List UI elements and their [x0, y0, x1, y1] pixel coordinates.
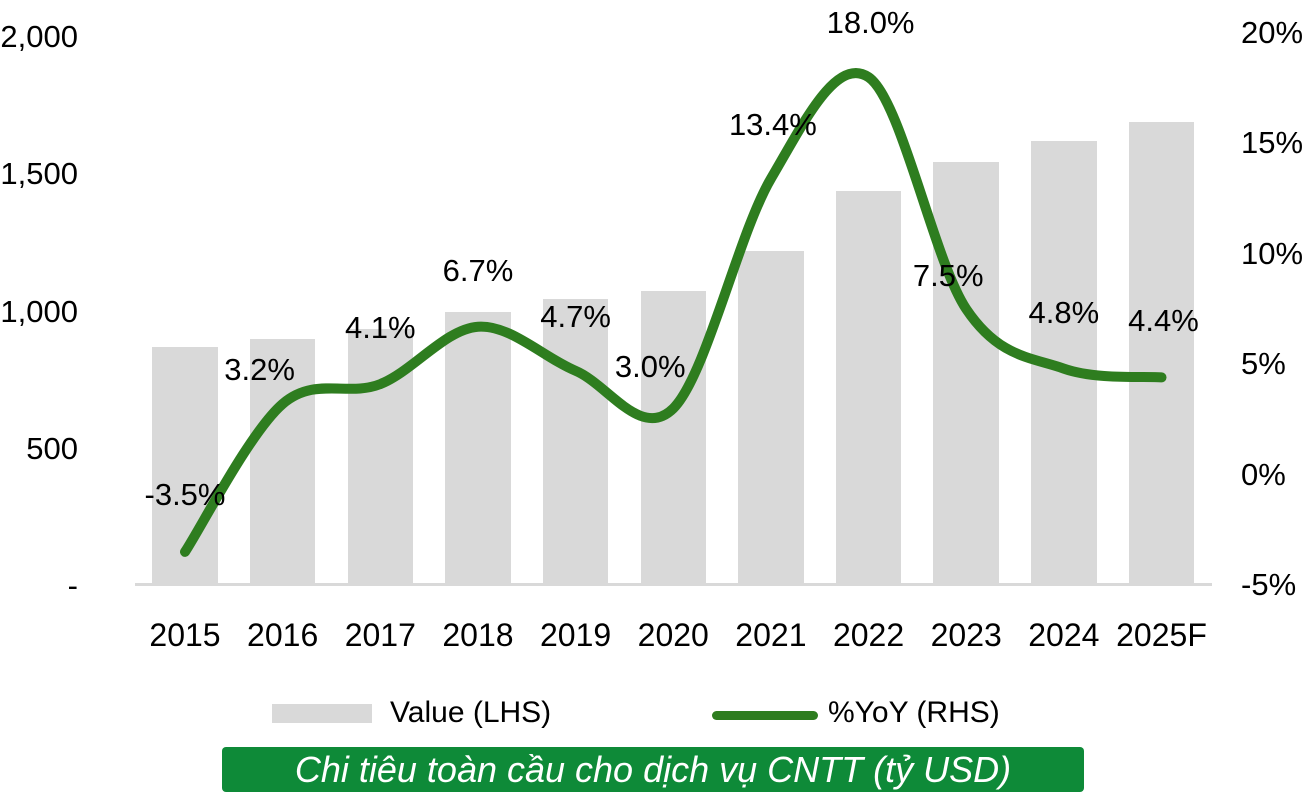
y-left-tick-1,000: 1,000 — [0, 293, 78, 329]
y-right-tick-15%: 15% — [1241, 125, 1304, 161]
y-right-tick--5%: -5% — [1241, 567, 1297, 602]
x-label-2023: 2023 — [930, 617, 1002, 653]
y-right-tick-0%: 0% — [1241, 456, 1286, 492]
y-left-tick-1,500: 1,500 — [0, 156, 78, 192]
bar-2023 — [933, 161, 999, 586]
x-label-2019: 2019 — [540, 617, 612, 653]
x-label-2020: 2020 — [637, 617, 709, 653]
yoy-label-2016: 3.2% — [224, 351, 295, 387]
y-left-tick-2,000: 2,000 — [0, 19, 78, 54]
bar-2020 — [640, 290, 706, 586]
yoy-label-2018: 6.7% — [442, 252, 514, 288]
yoy-label-2015: -3.5% — [144, 476, 226, 512]
legend-bar-swatch — [272, 704, 372, 723]
y-right-tick-10%: 10% — [1241, 235, 1304, 271]
x-label-2025F: 2025F — [1116, 617, 1207, 653]
legend-line-swatch — [712, 711, 818, 720]
bar-2018 — [445, 312, 511, 586]
yoy-label-2025F: 4.4% — [1128, 303, 1199, 339]
yoy-label-2021: 13.4% — [728, 106, 817, 142]
x-label-2016: 2016 — [247, 617, 319, 653]
x-label-2022: 2022 — [832, 617, 905, 653]
yoy-label-2020: 3.0% — [614, 349, 686, 385]
chart-title: Chi tiêu toàn cầu cho dịch vụ CNTT (tỷ U… — [294, 749, 1012, 790]
y-left-tick--: - — [67, 568, 78, 603]
bar-2022 — [835, 191, 902, 586]
x-label-2024: 2024 — [1028, 617, 1100, 653]
x-label-2021: 2021 — [735, 617, 807, 653]
x-label-2015: 2015 — [149, 617, 221, 653]
y-right-tick-20%: 20% — [1241, 15, 1304, 50]
chart-title-bar: Chi tiêu toàn cầu cho dịch vụ CNTT (tỷ U… — [222, 747, 1084, 792]
yoy-label-2024: 4.8% — [1028, 294, 1100, 330]
bar-2021 — [738, 251, 804, 586]
x-label-2017: 2017 — [344, 617, 416, 653]
yoy-label-2019: 4.7% — [540, 298, 611, 334]
legend-label-value: Value (LHS) — [390, 696, 552, 729]
y-left-tick-500: 500 — [26, 430, 78, 466]
bar-2024 — [1031, 141, 1097, 586]
y-right-tick-5%: 5% — [1241, 346, 1286, 382]
bar-2025F — [1128, 121, 1195, 586]
x-axis-line — [135, 583, 1212, 586]
bar-2017 — [347, 329, 414, 586]
yoy-label-2023: 7.5% — [912, 258, 984, 293]
x-label-2018: 2018 — [442, 617, 514, 653]
yoy-label-2022: 18.0% — [826, 5, 915, 41]
bar-2019 — [542, 299, 609, 586]
legend-label-yoy: %YoY (RHS) — [828, 696, 1000, 729]
yoy-label-2017: 4.1% — [344, 310, 416, 346]
